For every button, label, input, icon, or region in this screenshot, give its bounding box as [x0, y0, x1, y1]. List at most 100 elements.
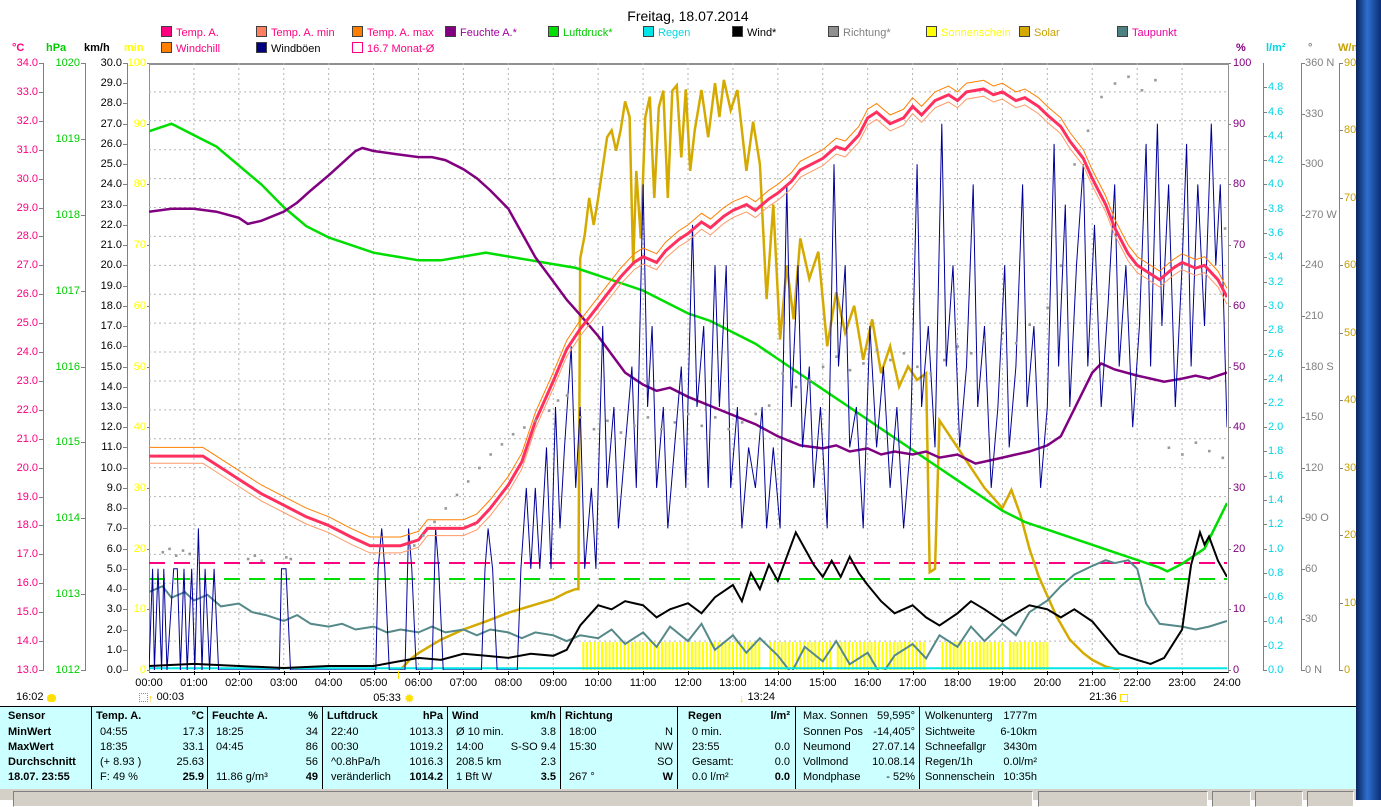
axis-tick-lm2 — [1263, 524, 1267, 526]
legend-item-feuchte-a-[interactable]: Feuchte A.* — [445, 26, 517, 39]
legend-item-temp-a-min[interactable]: Temp. A. min — [256, 26, 335, 39]
info-value: 59,595° — [876, 710, 915, 722]
axis-tick-label-lm2: 4.2 — [1268, 154, 1284, 167]
legend-swatch-icon — [161, 42, 172, 53]
axis-tick-lm2 — [1263, 87, 1267, 89]
axis-line-kmh — [127, 63, 128, 671]
legend-item-sonnenschein[interactable]: Sonnenschein — [926, 26, 1011, 39]
axis-tick-tempC — [39, 207, 43, 209]
axis-tick-hPa — [81, 670, 85, 671]
axis-tick-tempC — [39, 554, 43, 556]
axis-tick-label-wm2: 600 — [1344, 259, 1363, 272]
time-label-16: 16:00 — [853, 677, 882, 689]
axis-header-°C: °C — [12, 42, 25, 54]
axis-header-hPa: hPa — [46, 42, 67, 54]
axis-tick-kmh — [123, 386, 127, 388]
info-value: 10:35h — [1003, 771, 1037, 783]
axis-tick-label-kmh: 18.0 — [100, 299, 122, 312]
legend-swatch-icon — [1019, 26, 1030, 37]
axis-tick-label-min: 90 — [133, 117, 146, 130]
axis-tick-label-kmh: 13.0 — [100, 400, 122, 413]
legend-label: Richtung* — [843, 27, 891, 39]
legend-item-richtung-[interactable]: Richtung* — [828, 26, 891, 39]
legend-item-temp-a-[interactable]: Temp. A. — [161, 26, 219, 39]
axis-tick-label-lm2: 0.4 — [1268, 615, 1284, 628]
table-separator — [795, 707, 796, 789]
info-label: Sichtweite — [925, 726, 976, 738]
legend-label: Luftdruck* — [563, 27, 613, 39]
legend-swatch-icon — [256, 42, 267, 53]
legend-item-solar[interactable]: Solar — [1019, 26, 1060, 39]
axis-tick-wm2 — [1339, 332, 1343, 334]
stats-table: Sensor MinWert MaxWert Durchschnitt 18.07. 2… — [0, 706, 1356, 789]
legend-item-wind-[interactable]: Wind* — [732, 26, 776, 39]
axis-tick-deg — [1301, 670, 1305, 671]
axis-tick-label-pct: 30 — [1233, 481, 1246, 494]
legend-item-windb-en[interactable]: Windböen — [256, 42, 321, 55]
axis-tick-label-hPa: 1018 — [55, 208, 80, 221]
axis-tick-tempC — [39, 63, 43, 64]
table-separator — [322, 707, 323, 789]
table-value-label: (+ 8.93 ) — [100, 756, 142, 768]
legend-item-windchill[interactable]: Windchill — [161, 42, 220, 55]
time-tick — [1092, 671, 1094, 675]
legend-item-temp-a-max[interactable]: Temp. A. max — [352, 26, 434, 39]
legend-item-taupunkt[interactable]: Taupunkt — [1117, 26, 1177, 39]
table-value-label: 18:25 — [216, 726, 244, 738]
axis-tick-label-kmh: 24.0 — [100, 178, 122, 191]
axis-tick-deg — [1301, 619, 1305, 621]
axis-tick-lm2 — [1263, 451, 1267, 453]
legend-label: Sonnenschein — [941, 27, 1011, 39]
axis-tick-kmh — [123, 103, 127, 105]
axis-tick-kmh — [123, 467, 127, 469]
axis-tick-lm2 — [1263, 281, 1267, 283]
table-value-label: 1 Bft W — [456, 771, 493, 783]
time-tick — [1047, 671, 1049, 675]
axis-tick-label-kmh: 27.0 — [100, 117, 122, 130]
axis-tick-label-tempC: 28.0 — [16, 230, 38, 243]
axis-tick-kmh — [123, 487, 127, 489]
time-label-13: 13:00 — [719, 677, 747, 689]
marker-label: 16:02 — [16, 691, 44, 703]
table-value-label: 208.5 km — [456, 756, 502, 768]
time-tick — [553, 671, 555, 675]
legend-item-16-7-monat-[interactable]: 16.7 Monat-Ø — [352, 42, 434, 55]
axis-tick-label-kmh: 30.0 — [100, 57, 122, 69]
axis-tick-label-wm2: 200 — [1344, 529, 1363, 542]
info-label: Sonnenschein — [925, 771, 995, 783]
axis-tick-label-pct: 70 — [1233, 239, 1246, 252]
axis-tick-label-lm2: 2.8 — [1268, 324, 1284, 337]
axis-tick-wm2 — [1339, 670, 1343, 671]
table-col-header: Feuchte A. — [212, 710, 268, 722]
table-value: 49 — [305, 771, 318, 783]
axis-tick-label-wm2: 700 — [1344, 191, 1363, 204]
axis-tick-label-kmh: 11.0 — [101, 441, 122, 454]
legend-item-regen[interactable]: Regen — [643, 26, 690, 39]
axis-line-lm2 — [1263, 63, 1264, 671]
legend-label: Feuchte A.* — [460, 27, 517, 39]
time-label-5: 05:00 — [359, 677, 388, 689]
time-label-8: 08:00 — [494, 677, 523, 689]
axis-tick-label-lm2: 3.2 — [1268, 275, 1284, 288]
axis-tick-label-kmh: 29.0 — [100, 77, 122, 90]
axis-tick-lm2 — [1263, 500, 1267, 502]
table-value-label: 22:40 — [331, 726, 359, 738]
axis-tick-label-tempC: 26.0 — [16, 288, 38, 301]
axis-tick-label-kmh: 16.0 — [100, 340, 122, 353]
axis-tick-label-wm2: 100 — [1344, 596, 1363, 609]
axis-header-min: min — [124, 42, 144, 54]
axis-tick-label-kmh: 7.0 — [106, 522, 122, 535]
axis-tick-lm2 — [1263, 548, 1267, 550]
legend-item-luftdruck-[interactable]: Luftdruck* — [548, 26, 613, 39]
time-tick — [1137, 671, 1139, 675]
axis-tick-deg — [1301, 366, 1305, 368]
table-col-unit: km/h — [530, 710, 556, 722]
table-value: 0.0 — [774, 771, 790, 783]
axis-line-tempC — [43, 63, 44, 671]
axis-tick-label-kmh: 15.0 — [100, 360, 122, 373]
time-tick — [373, 671, 375, 675]
axis-tick-label-kmh: 28.0 — [100, 97, 122, 110]
axis-tick-hPa — [81, 518, 85, 520]
table-value: 17.3 — [182, 726, 204, 738]
table-separator — [207, 707, 208, 789]
